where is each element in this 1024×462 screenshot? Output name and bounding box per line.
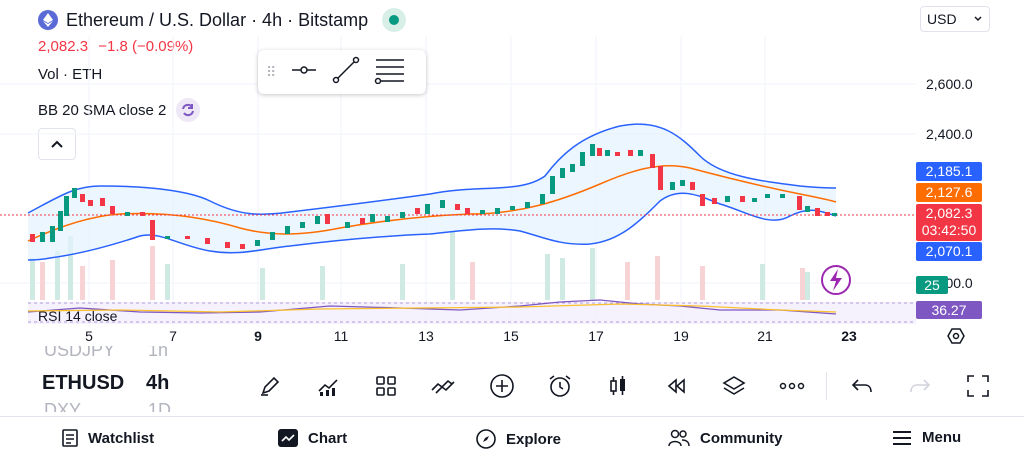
price-axis-tick: 2,400.0 (926, 126, 973, 142)
bb-basis-badge: 2,127.6 (916, 183, 982, 202)
watchlist-icon (62, 429, 78, 447)
lightning-icon (821, 265, 851, 295)
nav-watchlist-label: Watchlist (88, 429, 155, 447)
time-axis-label: 17 (588, 328, 604, 344)
nav-menu-label: Menu (922, 429, 962, 446)
nav-explore-label: Explore (506, 430, 562, 448)
volume-badge: 25 (916, 276, 948, 294)
volume-indicator-label[interactable]: Vol · ETH (38, 66, 103, 83)
more-icon[interactable] (776, 370, 808, 402)
currency-label: USD (927, 11, 957, 27)
price-chart[interactable] (0, 36, 916, 326)
market-status-icon[interactable] (382, 8, 407, 32)
refresh-icon[interactable] (176, 98, 201, 122)
community-icon (668, 429, 690, 447)
rsi-line (27, 299, 837, 315)
symbol-current-interval[interactable]: 4h (146, 372, 170, 394)
candlestick-icon[interactable] (602, 370, 634, 402)
nav-community-label: Community (700, 429, 783, 447)
bb-upper-line (27, 123, 837, 215)
time-axis-label: 13 (418, 328, 434, 344)
price-change-line: 2,082.3 −1.8 (−0.09%) (38, 38, 193, 55)
chart-toolbar (0, 362, 1024, 410)
chart-settings-icon[interactable] (946, 326, 966, 351)
time-axis-label: 19 (673, 328, 689, 344)
drawing-tools-panel: ⠿ (258, 50, 426, 94)
symbol-title: Ethereum / U.S. Dollar · 4h · Bitstamp (66, 9, 369, 30)
layout-grid-icon[interactable] (370, 370, 402, 402)
toolbar-divider (826, 372, 827, 400)
fib-retracement-tool-icon[interactable] (374, 56, 406, 89)
layers-icon[interactable] (718, 370, 750, 402)
bb-lower-line (27, 192, 837, 261)
draw-tool-icon[interactable] (254, 370, 286, 402)
nav-explore[interactable]: Explore (476, 429, 561, 449)
symbol-next[interactable]: DXY (44, 400, 82, 412)
ethereum-logo-icon (38, 10, 58, 30)
rsi-badge: 36.27 (916, 301, 982, 319)
time-axis-label: 9 (254, 328, 262, 344)
bb-upper-badge: 2,185.1 (916, 162, 982, 181)
redo-icon[interactable] (904, 370, 936, 402)
rsi-ma-line (27, 303, 837, 313)
menu-icon (893, 430, 911, 445)
last-price: 2,082.3 (38, 38, 89, 55)
collapse-legend-button[interactable] (38, 128, 76, 160)
indicators-icon[interactable] (312, 370, 344, 402)
chevron-up-icon (51, 140, 63, 148)
time-axis-label: 11 (333, 328, 349, 344)
nav-chart-label: Chart (308, 429, 348, 447)
rsi-indicator-label[interactable]: RSI 14 close (38, 308, 118, 324)
replay-icon[interactable] (660, 370, 692, 402)
price-axis-tick: 2,600.0 (926, 76, 973, 92)
symbol-prev-interval[interactable]: 1h (148, 346, 169, 360)
fullscreen-icon[interactable] (962, 370, 994, 402)
candles (30, 144, 837, 249)
last-price-value: 2,082.3 (925, 205, 973, 221)
symbol-prev[interactable]: USDJPY (44, 346, 116, 360)
time-axis-label: 5 (85, 328, 93, 344)
chart-title[interactable]: Ethereum / U.S. Dollar · 4h · Bitstamp (38, 8, 407, 32)
nav-menu[interactable]: Menu (892, 429, 961, 446)
bottom-navigation: Watchlist Chart Explore Community Menu (0, 416, 1024, 462)
bar-countdown: 03:42:50 (921, 222, 977, 238)
nav-chart[interactable]: Chart (278, 429, 347, 447)
bb-indicator-label: BB 20 SMA close 2 (38, 101, 167, 119)
time-axis-label: 15 (503, 328, 519, 344)
symbol-switcher[interactable]: USDJPY 1h ETHUSD 4h DXY 1D (42, 346, 172, 412)
undo-icon[interactable] (846, 370, 878, 402)
drag-handle-icon[interactable]: ⠿ (266, 63, 277, 80)
compass-icon (476, 429, 496, 449)
trend-line-tool-icon[interactable] (332, 56, 360, 89)
chart-gridlines (0, 36, 916, 326)
add-icon[interactable] (486, 370, 518, 402)
horizontal-line-tool-icon[interactable] (290, 60, 318, 85)
nav-watchlist[interactable]: Watchlist (62, 429, 154, 447)
symbol-current[interactable]: ETHUSD (42, 372, 125, 394)
symbol-next-interval[interactable]: 1D (148, 400, 172, 412)
bb-band-fill (28, 124, 836, 260)
time-axis-label: 23 (841, 328, 857, 344)
alarm-icon[interactable] (544, 370, 576, 402)
bb-indicator-legend[interactable]: BB 20 SMA close 2 (38, 98, 201, 122)
chevron-down-icon (974, 16, 982, 22)
chart-icon (278, 429, 298, 447)
compare-icon[interactable] (428, 370, 460, 402)
last-price-badge: 2,082.3 03:42:50 (916, 204, 982, 241)
bb-lower-badge: 2,070.1 (916, 242, 982, 261)
price-change: −1.8 (−0.09%) (98, 38, 194, 55)
currency-select[interactable]: USD (920, 6, 990, 32)
time-axis-label: 21 (757, 328, 773, 344)
time-axis-label: 7 (169, 328, 177, 344)
volume-bars (30, 232, 810, 300)
nav-community[interactable]: Community (668, 429, 783, 447)
